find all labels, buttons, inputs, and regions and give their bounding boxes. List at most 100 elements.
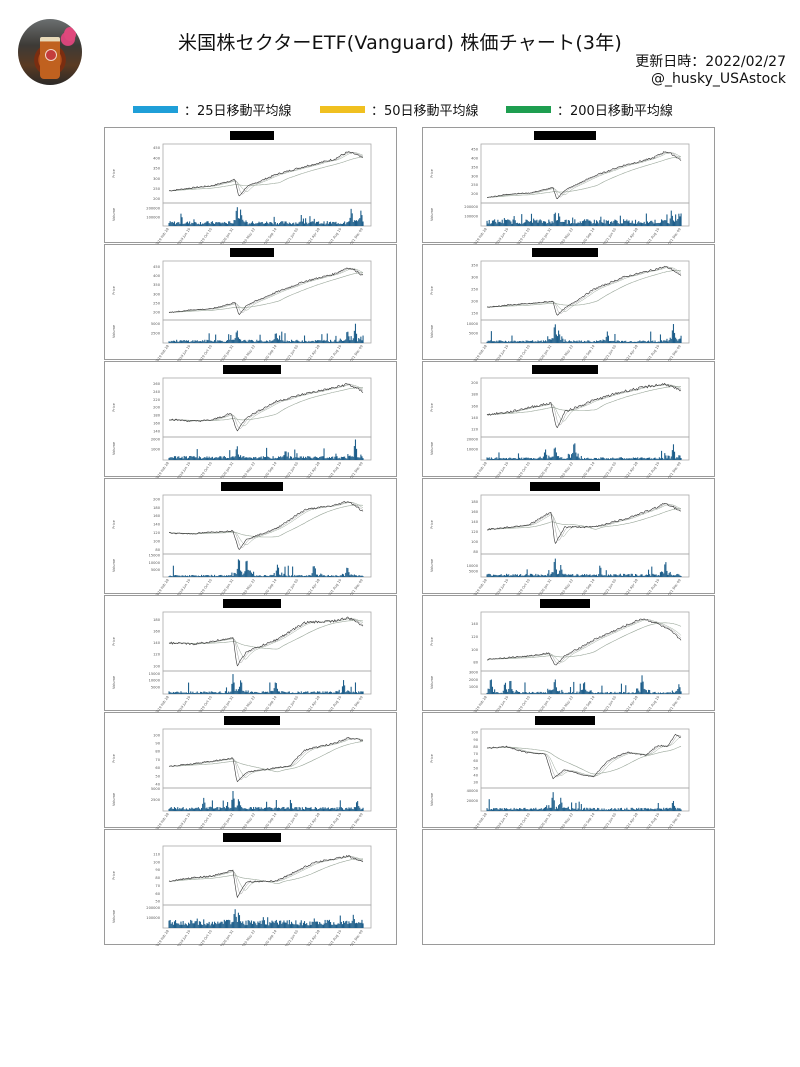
svg-text:120: 120	[153, 531, 161, 535]
svg-text:450: 450	[153, 146, 161, 150]
svg-text:140: 140	[471, 416, 479, 420]
svg-text:2020 Sep 14: 2020 Sep 14	[580, 812, 596, 829]
svg-text:10000: 10000	[149, 679, 161, 683]
legend-swatch-ma50-icon	[320, 106, 365, 113]
page-title: 米国株セクターETF(Vanguard) 株価チャート(3年)	[0, 28, 800, 55]
price-volume-chart: Price Volume 50 60 70 80 90 100 110 100000 200000 2…	[112, 845, 372, 946]
svg-text:2021 Apr 28: 2021 Apr 28	[305, 227, 320, 244]
svg-text:2021 Jan 05: 2021 Jan 05	[602, 461, 617, 478]
svg-text:2019 Feb 28: 2019 Feb 28	[472, 578, 487, 595]
svg-text:Price: Price	[112, 286, 116, 295]
svg-text:400: 400	[153, 156, 161, 160]
svg-text:140: 140	[471, 622, 479, 626]
svg-text:Price: Price	[430, 403, 434, 412]
svg-text:2021 Dec 09: 2021 Dec 09	[666, 812, 682, 829]
svg-text:Volume: Volume	[112, 793, 116, 806]
svg-text:Price: Price	[112, 871, 116, 880]
svg-text:2020 May 22: 2020 May 22	[240, 812, 256, 829]
svg-text:350: 350	[471, 165, 479, 169]
svg-text:100: 100	[153, 540, 161, 544]
svg-text:2021 Jan 05: 2021 Jan 05	[284, 929, 299, 946]
price-volume-chart: Price Volume 200 250 300 350 400 450 100000 20000…	[430, 143, 690, 244]
svg-text:2019 Feb 28: 2019 Feb 28	[154, 344, 169, 361]
svg-text:Price: Price	[430, 169, 434, 178]
svg-text:2020 May 22: 2020 May 22	[558, 578, 574, 595]
svg-text:2020 May 22: 2020 May 22	[240, 344, 256, 361]
svg-text:2500: 2500	[151, 798, 161, 802]
price-volume-chart: Price Volume 120 140 160 180 200 10000 20000 2019…	[430, 377, 690, 478]
svg-text:400: 400	[471, 157, 479, 161]
svg-text:Volume: Volume	[112, 325, 116, 338]
svg-text:2021 Apr 28: 2021 Apr 28	[305, 578, 320, 595]
price-volume-chart: Price Volume 200 250 300 350 400 450 2500 5000 201…	[112, 260, 372, 361]
svg-text:180: 180	[471, 500, 479, 504]
svg-text:2019 Oct 10: 2019 Oct 10	[198, 344, 213, 361]
svg-text:2019 Oct 10: 2019 Oct 10	[516, 578, 531, 595]
svg-text:100000: 100000	[146, 916, 160, 920]
svg-text:Volume: Volume	[112, 559, 116, 572]
svg-text:80: 80	[473, 745, 478, 749]
svg-text:2020 Jan 31: 2020 Jan 31	[538, 812, 553, 829]
svg-text:2020 Jan 31: 2020 Jan 31	[538, 344, 553, 361]
svg-text:2021 Dec 09: 2021 Dec 09	[666, 578, 682, 595]
svg-text:2021 Dec 09: 2021 Dec 09	[666, 344, 682, 361]
svg-text:200: 200	[471, 299, 479, 303]
svg-text:Price: Price	[112, 169, 116, 178]
redacted-ticker-label	[230, 131, 274, 140]
svg-text:5000: 5000	[151, 685, 161, 689]
svg-text:110: 110	[153, 852, 161, 856]
legend: ：25日移動平均線 ：50日移動平均線 ：200日移動平均線	[0, 100, 800, 119]
svg-text:30: 30	[473, 781, 478, 785]
svg-text:2019 Oct 10: 2019 Oct 10	[516, 461, 531, 478]
svg-text:Price: Price	[112, 520, 116, 529]
svg-text:Price: Price	[112, 637, 116, 646]
svg-text:50: 50	[473, 766, 478, 770]
svg-text:240: 240	[153, 390, 161, 394]
svg-text:2020 Jan 31: 2020 Jan 31	[220, 929, 235, 946]
redacted-ticker-label	[540, 599, 590, 608]
svg-text:2021 Dec 09: 2021 Dec 09	[348, 812, 364, 829]
svg-text:180: 180	[153, 618, 161, 622]
svg-text:60: 60	[155, 892, 160, 896]
svg-text:2021 Aug 19: 2021 Aug 19	[327, 812, 343, 829]
svg-text:2021 Dec 09: 2021 Dec 09	[348, 227, 364, 244]
svg-text:2019 Jun 19: 2019 Jun 19	[494, 344, 509, 361]
chart-panel: Price Volume 80 100 120 140 160 180 200 5000 10000…	[104, 478, 397, 595]
svg-text:2020 Jan 31: 2020 Jan 31	[538, 227, 553, 244]
svg-text:5000: 5000	[469, 570, 479, 574]
svg-text:2020 Jan 31: 2020 Jan 31	[538, 461, 553, 478]
svg-text:2019 Feb 28: 2019 Feb 28	[154, 695, 169, 712]
svg-text:2021 Aug 19: 2021 Aug 19	[645, 227, 661, 244]
svg-text:2020 Jan 31: 2020 Jan 31	[220, 344, 235, 361]
svg-text:15000: 15000	[149, 554, 161, 558]
svg-text:2020 Jan 31: 2020 Jan 31	[220, 461, 235, 478]
svg-text:300: 300	[153, 292, 161, 296]
svg-text:120: 120	[471, 427, 479, 431]
svg-text:2020 Sep 14: 2020 Sep 14	[262, 344, 278, 361]
svg-text:2021 Apr 28: 2021 Apr 28	[623, 812, 638, 829]
svg-text:160: 160	[153, 514, 161, 518]
svg-text:100: 100	[153, 733, 161, 737]
svg-text:2021 Jan 05: 2021 Jan 05	[284, 461, 299, 478]
svg-text:2019 Jun 19: 2019 Jun 19	[176, 344, 191, 361]
chart-panel: Price Volume 140 160 180 200 220 240 260 1000 2000…	[104, 361, 397, 478]
updated-date: 更新日時：2022/02/27	[635, 54, 786, 70]
legend-item-ma25: ：25日移動平均線	[133, 100, 292, 119]
svg-text:Volume: Volume	[112, 208, 116, 221]
svg-text:2021 Aug 19: 2021 Aug 19	[327, 929, 343, 946]
redacted-ticker-label	[535, 716, 595, 725]
svg-text:400: 400	[153, 274, 161, 278]
svg-text:2020 May 22: 2020 May 22	[240, 461, 256, 478]
svg-text:2021 Dec 09: 2021 Dec 09	[666, 695, 682, 712]
svg-text:2019 Feb 28: 2019 Feb 28	[472, 227, 487, 244]
svg-text:2021 Aug 19: 2021 Aug 19	[327, 695, 343, 712]
avatar	[18, 19, 82, 85]
svg-text:2021 Aug 19: 2021 Aug 19	[327, 578, 343, 595]
svg-text:260: 260	[153, 382, 161, 386]
svg-text:2019 Feb 28: 2019 Feb 28	[154, 227, 169, 244]
svg-text:2020 May 22: 2020 May 22	[558, 344, 574, 361]
svg-text:300: 300	[471, 174, 479, 178]
svg-text:2020 Sep 14: 2020 Sep 14	[580, 461, 596, 478]
svg-text:Price: Price	[430, 286, 434, 295]
redacted-ticker-label	[223, 833, 281, 842]
